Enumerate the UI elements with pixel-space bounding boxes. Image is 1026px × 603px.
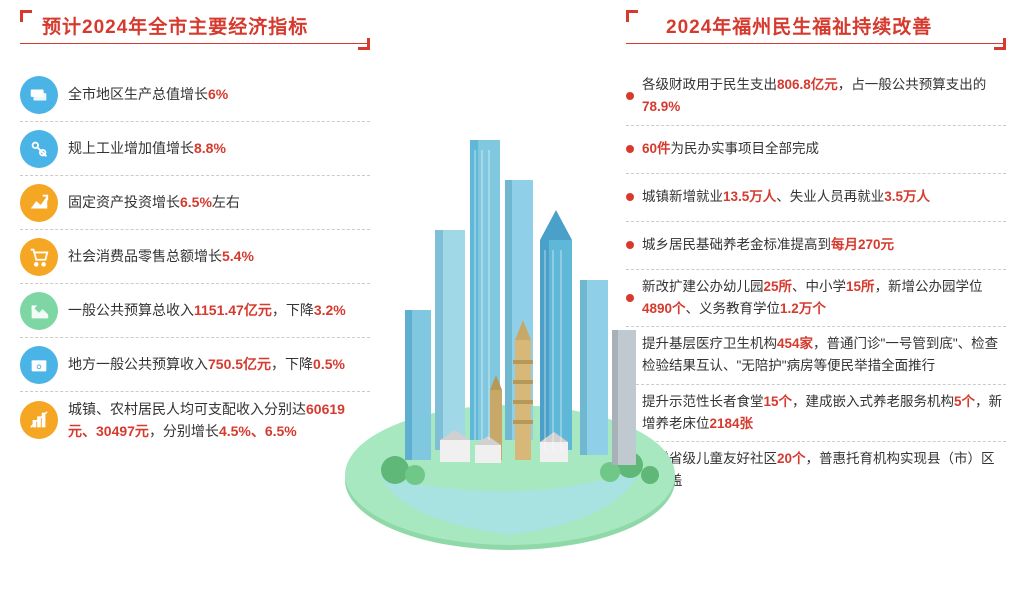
econ-item: 地方一般公共预算收入750.5亿元，下降0.5% — [20, 338, 370, 392]
econ-item-text: 社会消费品零售总额增长5.4% — [68, 245, 254, 267]
stat-icon — [20, 346, 58, 384]
welfare-item: 新改扩建公办幼儿园25所、中小学15所，新增公办园学位4890个、义务教育学位1… — [626, 270, 1006, 328]
welfare-item-text: 提升示范性长者食堂15个，建成嵌入式养老服务机构5个，新增养老床位2184张 — [642, 391, 1006, 436]
econ-item: 社会消费品零售总额增长5.4% — [20, 230, 370, 284]
bracket-icon — [994, 38, 1006, 50]
left-title-box: 预计2024年全市主要经济指标 — [20, 10, 370, 50]
right-column: 2024年福州民生福祉持续改善 各级财政用于民生支出806.8亿元，占一般公共预… — [626, 10, 1006, 499]
left-list: 全市地区生产总值增长6% 规上工业增加值增长8.8% 固定资产投资增长6.5%左右社… — [20, 68, 370, 449]
econ-item-text: 全市地区生产总值增长6% — [68, 83, 228, 105]
right-title: 2024年福州民生福祉持续改善 — [666, 12, 932, 39]
welfare-item: 60件为民办实事项目全部完成 — [626, 126, 1006, 174]
welfare-item-text: 60件为民办实事项目全部完成 — [642, 138, 819, 160]
welfare-item-text: 提升基层医疗卫生机构454家，普通门诊"一号管到底"、检查检验结果互认、"无陪护… — [642, 333, 1006, 378]
left-column: 预计2024年全市主要经济指标 全市地区生产总值增长6% 规上工业增加值增长8.8… — [20, 10, 370, 449]
econ-item-text: 规上工业增加值增长8.8% — [68, 137, 226, 159]
welfare-item: 新增省级儿童友好社区20个，普惠托育机构实现县（市）区全覆盖 — [626, 442, 1006, 499]
econ-item-text: 地方一般公共预算收入750.5亿元，下降0.5% — [68, 353, 345, 375]
welfare-item-text: 新改扩建公办幼儿园25所、中小学15所，新增公办园学位4890个、义务教育学位1… — [642, 276, 1006, 321]
bracket-icon — [20, 10, 32, 22]
stat-icon — [20, 76, 58, 114]
econ-item: 一般公共预算总收入1151.47亿元，下降3.2% — [20, 284, 370, 338]
left-title: 预计2024年全市主要经济指标 — [42, 12, 308, 39]
welfare-item-text: 城乡居民基础养老金标准提高到每月270元 — [642, 234, 894, 256]
bracket-icon — [626, 10, 638, 22]
stat-icon — [20, 238, 58, 276]
welfare-item-text: 新增省级儿童友好社区20个，普惠托育机构实现县（市）区全覆盖 — [642, 448, 1006, 493]
econ-item-text: 城镇、农村居民人均可支配收入分别达60619元、30497元，分别增长4.5%、… — [68, 398, 370, 443]
welfare-item: 各级财政用于民生支出806.8亿元，占一般公共预算支出的78.9% — [626, 68, 1006, 126]
title-underline — [20, 43, 370, 44]
econ-item: 固定资产投资增长6.5%左右 — [20, 176, 370, 230]
stat-icon — [20, 401, 58, 439]
welfare-item: 提升示范性长者食堂15个，建成嵌入式养老服务机构5个，新增养老床位2184张 — [626, 385, 1006, 443]
econ-item: 城镇、农村居民人均可支配收入分别达60619元、30497元，分别增长4.5%、… — [20, 392, 370, 449]
right-list: 各级财政用于民生支出806.8亿元，占一般公共预算支出的78.9% 60件为民办实… — [626, 68, 1006, 499]
welfare-item-text: 各级财政用于民生支出806.8亿元，占一般公共预算支出的78.9% — [642, 74, 1006, 119]
econ-item: 全市地区生产总值增长6% — [20, 68, 370, 122]
stat-icon — [20, 184, 58, 222]
econ-item-text: 固定资产投资增长6.5%左右 — [68, 191, 240, 213]
stat-icon — [20, 292, 58, 330]
welfare-item: 提升基层医疗卫生机构454家，普通门诊"一号管到底"、检查检验结果互认、"无陪护… — [626, 327, 1006, 385]
welfare-item: 城乡居民基础养老金标准提高到每月270元 — [626, 222, 1006, 270]
econ-item-text: 一般公共预算总收入1151.47亿元，下降3.2% — [68, 299, 346, 321]
title-underline — [626, 43, 1006, 44]
welfare-item-text: 城镇新增就业13.5万人、失业人员再就业3.5万人 — [642, 186, 930, 208]
stat-icon — [20, 130, 58, 168]
right-title-box: 2024年福州民生福祉持续改善 — [626, 10, 1006, 50]
welfare-item: 城镇新增就业13.5万人、失业人员再就业3.5万人 — [626, 174, 1006, 222]
econ-item: 规上工业增加值增长8.8% — [20, 122, 370, 176]
bracket-icon — [358, 38, 370, 50]
